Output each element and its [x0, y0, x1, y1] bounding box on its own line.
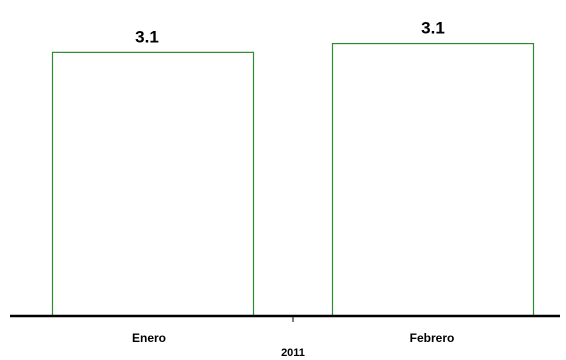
bar-enero — [51, 51, 255, 317]
x-tick-label-enero: Enero — [132, 331, 166, 345]
bars-group — [51, 42, 535, 317]
x-tick-label-febrero: Febrero — [410, 331, 455, 345]
x-axis-group-label: 2011 — [281, 347, 305, 359]
bar-febrero — [331, 42, 535, 317]
tick-labels-group: Enero Febrero — [132, 331, 454, 345]
data-labels-group: 3.1 3.1 — [135, 19, 445, 47]
data-label-enero: 3.1 — [135, 27, 159, 46]
data-label-febrero: 3.1 — [421, 19, 445, 38]
